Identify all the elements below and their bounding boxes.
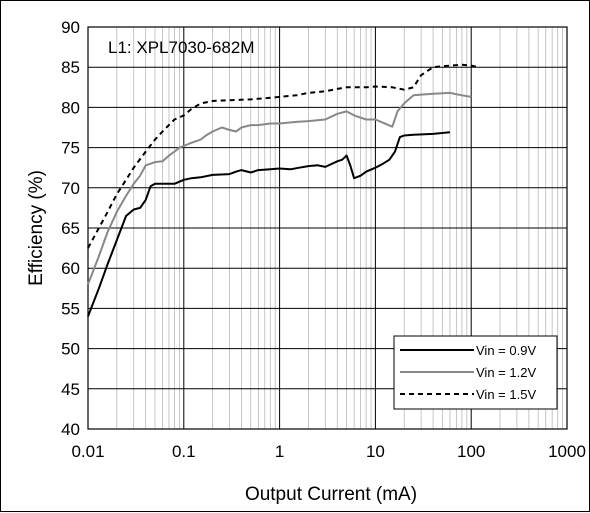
legend-label: Vin = 1.5V	[476, 387, 536, 402]
y-tick-label: 80	[61, 98, 80, 117]
x-tick-label: 100	[457, 442, 485, 461]
series-line-2	[87, 91, 472, 285]
y-tick-label: 70	[61, 179, 80, 198]
y-axis-title: Efficiency (%)	[26, 170, 47, 286]
inductor-annotation: L1: XPL7030-682M	[108, 38, 255, 57]
legend: Vin = 0.9V Vin = 1.2V Vin = 1.5V	[393, 335, 558, 410]
series-line-3	[87, 63, 480, 249]
x-tick-label: 0.01	[71, 442, 104, 461]
y-tick-label: 60	[61, 259, 80, 278]
x-tick-label: 0.1	[172, 442, 196, 461]
plot-border	[87, 26, 568, 430]
y-tick-label: 50	[61, 340, 80, 359]
legend-label: Vin = 1.2V	[476, 365, 536, 380]
y-tick-label: 75	[61, 139, 80, 158]
x-tick-label: 10	[366, 442, 385, 461]
x-tick-label: 1000	[548, 442, 586, 461]
x-tick-labels: 0.01 0.1 1 10 100 1000	[71, 442, 585, 461]
y-tick-label: 55	[61, 299, 80, 318]
x-axis-title: Output Current (mA)	[245, 484, 417, 505]
y-tick-label: 65	[61, 219, 80, 238]
y-tick-label: 90	[61, 18, 80, 37]
plot-area	[87, 26, 568, 430]
series-group	[87, 63, 480, 317]
legend-label: Vin = 0.9V	[476, 343, 536, 358]
y-tick-label: 85	[61, 58, 80, 77]
series-line-1	[87, 131, 450, 317]
y-tick-labels: 40 45 50 55 60 65 70 75 80 85 90	[61, 18, 80, 439]
y-tick-label: 40	[61, 420, 80, 439]
x-tick-label: 1	[275, 442, 284, 461]
y-tick-label: 45	[61, 380, 80, 399]
